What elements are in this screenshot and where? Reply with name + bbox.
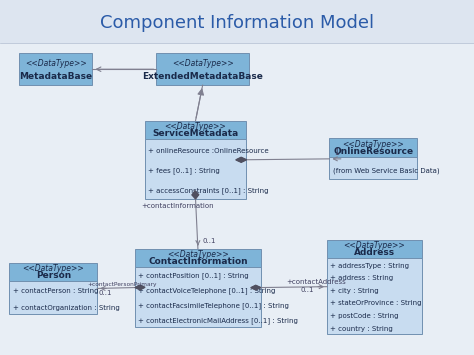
FancyBboxPatch shape bbox=[329, 138, 417, 157]
FancyBboxPatch shape bbox=[145, 139, 246, 199]
Text: + address : String: + address : String bbox=[330, 275, 393, 281]
Text: ExtendedMetadataBase: ExtendedMetadataBase bbox=[142, 72, 263, 81]
FancyBboxPatch shape bbox=[9, 281, 97, 314]
FancyBboxPatch shape bbox=[327, 240, 422, 258]
Text: + city : String: + city : String bbox=[330, 288, 379, 294]
Text: <<DataType>>: <<DataType>> bbox=[344, 241, 405, 250]
Text: 1: 1 bbox=[334, 148, 339, 157]
Text: Component Information Model: Component Information Model bbox=[100, 14, 374, 32]
Text: Person: Person bbox=[36, 272, 71, 280]
Polygon shape bbox=[192, 191, 199, 199]
Text: MetadataBase: MetadataBase bbox=[19, 72, 92, 81]
Text: + postCode : String: + postCode : String bbox=[330, 313, 399, 319]
Text: + country : String: + country : String bbox=[330, 326, 393, 332]
Text: + contactOrganization : String: + contactOrganization : String bbox=[13, 305, 119, 311]
Text: ServiceMetadata: ServiceMetadata bbox=[153, 130, 238, 138]
Text: OnlineResource: OnlineResource bbox=[333, 147, 413, 156]
Text: +contactPersonPrimary: +contactPersonPrimary bbox=[88, 282, 157, 286]
Text: <<DataType>>: <<DataType>> bbox=[164, 122, 227, 131]
Text: 0..1: 0..1 bbox=[202, 238, 216, 244]
FancyBboxPatch shape bbox=[145, 121, 246, 139]
Text: 0..1: 0..1 bbox=[301, 287, 314, 293]
Text: + fees [0..1] : String: + fees [0..1] : String bbox=[148, 168, 219, 174]
Text: + stateOrProvince : String: + stateOrProvince : String bbox=[330, 300, 422, 306]
Text: Address: Address bbox=[354, 248, 395, 257]
Text: + onlineResource :OnlineResource: + onlineResource :OnlineResource bbox=[148, 148, 268, 154]
Polygon shape bbox=[135, 285, 145, 290]
Text: + contactVoiceTelephone [0..1] : String: + contactVoiceTelephone [0..1] : String bbox=[138, 288, 276, 294]
Text: <<DataType>>: <<DataType>> bbox=[25, 59, 87, 68]
Text: <<DataType>>: <<DataType>> bbox=[342, 140, 404, 149]
FancyBboxPatch shape bbox=[135, 248, 261, 267]
Text: ContactInformation: ContactInformation bbox=[148, 257, 248, 266]
Text: +contactAddress: +contactAddress bbox=[287, 279, 346, 285]
FancyBboxPatch shape bbox=[329, 157, 417, 179]
Text: + addressType : String: + addressType : String bbox=[330, 263, 410, 269]
Polygon shape bbox=[251, 285, 261, 290]
Polygon shape bbox=[236, 157, 246, 162]
Text: <<DataType>>: <<DataType>> bbox=[172, 59, 234, 68]
FancyBboxPatch shape bbox=[156, 53, 249, 85]
Text: (from Web Service Basic Data): (from Web Service Basic Data) bbox=[333, 167, 439, 174]
Text: <<DataType>>: <<DataType>> bbox=[22, 264, 84, 273]
FancyBboxPatch shape bbox=[135, 267, 261, 327]
Text: + contactPerson : String: + contactPerson : String bbox=[13, 288, 98, 294]
Text: + contactPosition [0..1] : String: + contactPosition [0..1] : String bbox=[138, 273, 249, 279]
Text: + contactFacsimileTelephone [0..1] : String: + contactFacsimileTelephone [0..1] : Str… bbox=[138, 302, 289, 309]
FancyBboxPatch shape bbox=[0, 0, 474, 43]
Text: <<DataType>>: <<DataType>> bbox=[167, 250, 229, 259]
FancyBboxPatch shape bbox=[327, 258, 422, 334]
FancyBboxPatch shape bbox=[19, 53, 92, 85]
Text: +contactInformation: +contactInformation bbox=[141, 203, 214, 209]
Text: + accessConstraints [0..1] : String: + accessConstraints [0..1] : String bbox=[148, 187, 268, 194]
Text: + contactElectronicMailAddress [0..1] : String: + contactElectronicMailAddress [0..1] : … bbox=[138, 317, 298, 324]
Text: 0..1: 0..1 bbox=[98, 290, 111, 296]
FancyBboxPatch shape bbox=[9, 263, 97, 281]
